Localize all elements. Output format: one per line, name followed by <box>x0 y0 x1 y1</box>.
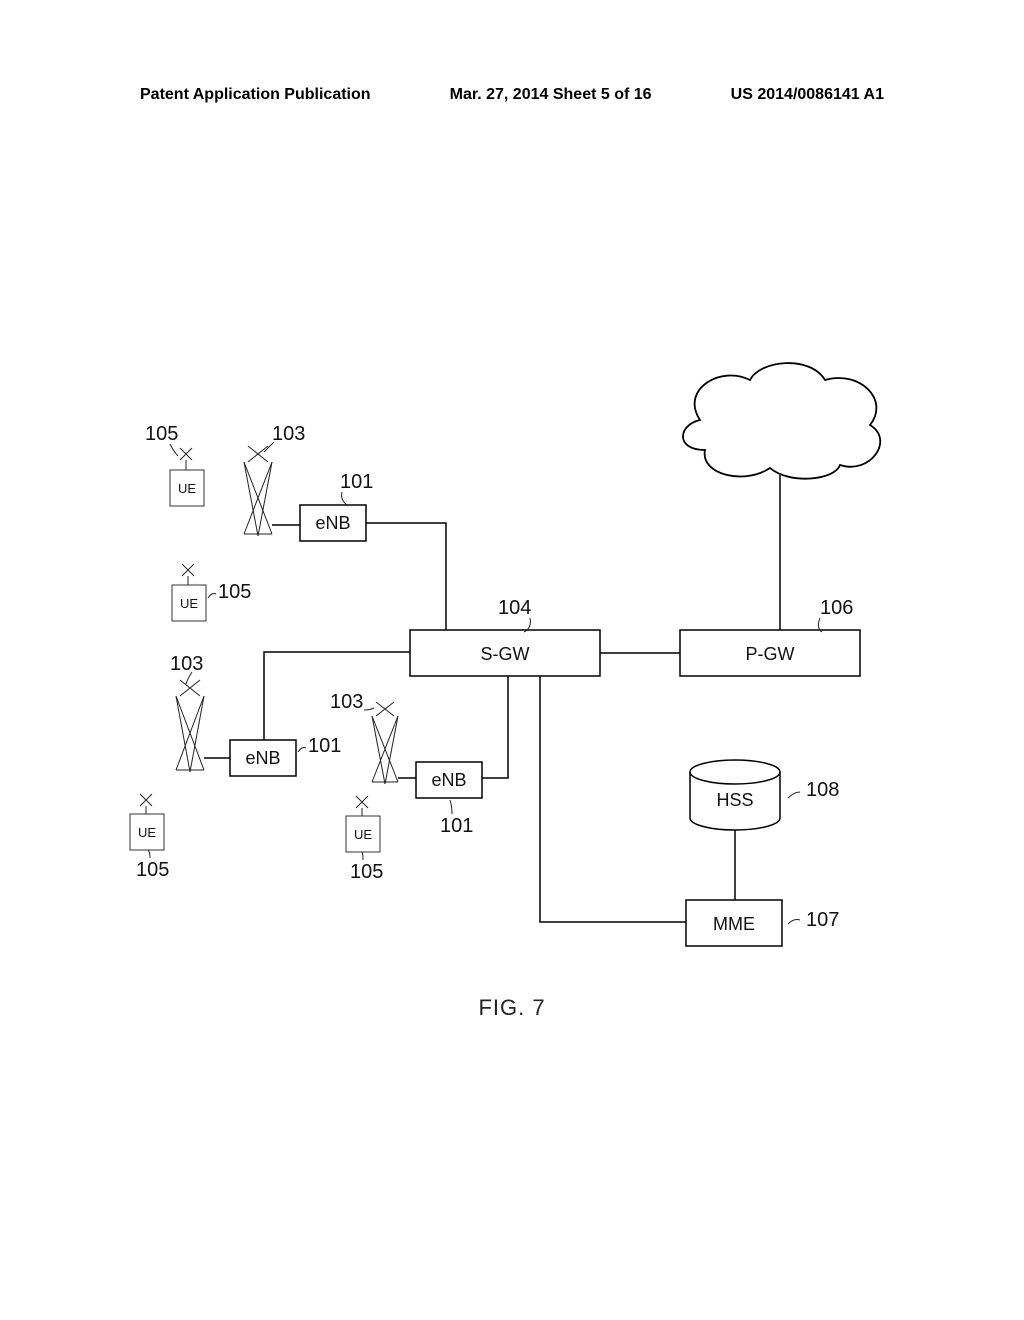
svg-text:UE: UE <box>180 596 198 611</box>
svg-text:105: 105 <box>218 581 251 603</box>
svg-text:105: 105 <box>350 861 383 883</box>
header-left: Patent Application Publication <box>140 86 371 104</box>
svg-text:107: 107 <box>806 909 839 931</box>
svg-text:108: 108 <box>806 779 839 801</box>
svg-text:106: 106 <box>820 597 853 619</box>
svg-text:101: 101 <box>340 471 373 493</box>
mme-node: MME 107 <box>686 900 839 946</box>
network-diagram: S-GW 104 P-GW 106 HSS 108 MME 107 eNB 10… <box>100 360 900 980</box>
svg-text:103: 103 <box>170 653 203 675</box>
svg-text:MME: MME <box>713 914 755 934</box>
antenna-icon-2: 103 <box>170 653 204 772</box>
header-center: Mar. 27, 2014 Sheet 5 of 16 <box>450 86 652 104</box>
svg-text:eNB: eNB <box>431 770 466 790</box>
ue-node-3: UE 105 <box>130 794 169 881</box>
ue-node-1: UE 105 <box>145 423 204 506</box>
svg-text:eNB: eNB <box>315 513 350 533</box>
svg-text:103: 103 <box>330 691 363 713</box>
svg-text:UE: UE <box>354 827 372 842</box>
svg-text:UE: UE <box>178 481 196 496</box>
enb-node-2: eNB 101 <box>230 735 341 776</box>
svg-text:S-GW: S-GW <box>481 644 530 664</box>
antenna-icon-1: 103 <box>244 423 305 536</box>
header-right: US 2014/0086141 A1 <box>731 86 884 104</box>
svg-text:101: 101 <box>440 815 473 837</box>
edge-enb3-sgw <box>482 676 508 778</box>
enb-node-3: eNB 101 <box>416 762 482 837</box>
patent-header: Patent Application Publication Mar. 27, … <box>0 86 1024 104</box>
enb-node-1: eNB 101 <box>300 471 373 541</box>
svg-text:UE: UE <box>138 825 156 840</box>
svg-text:P-GW: P-GW <box>746 644 795 664</box>
svg-text:HSS: HSS <box>716 790 753 810</box>
ue-node-4: UE 105 <box>346 796 383 883</box>
figure-caption: FIG. 7 <box>0 995 1024 1021</box>
edge-sgw-mme <box>540 676 686 922</box>
svg-text:105: 105 <box>145 423 178 445</box>
svg-text:103: 103 <box>272 423 305 445</box>
svg-text:104: 104 <box>498 597 531 619</box>
ue-node-2: UE 105 <box>172 564 251 621</box>
pgw-node: P-GW 106 <box>680 597 860 676</box>
svg-text:101: 101 <box>308 735 341 757</box>
svg-text:105: 105 <box>136 859 169 881</box>
edge-enb1-sgw <box>366 523 446 630</box>
hss-node: HSS 108 <box>690 760 839 830</box>
svg-text:eNB: eNB <box>245 748 280 768</box>
cloud-icon <box>683 363 880 479</box>
sgw-node: S-GW 104 <box>410 597 600 676</box>
